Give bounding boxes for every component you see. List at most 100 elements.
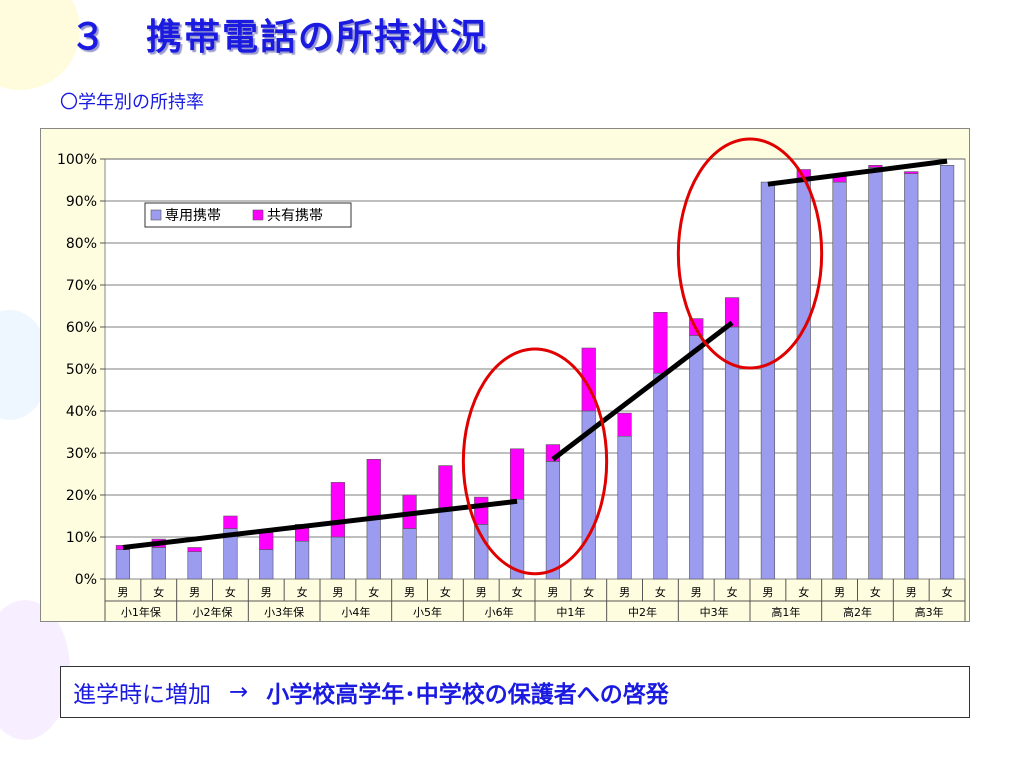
legend-label-dedicated: 専用携帯 [165, 208, 221, 224]
bar-dedicated [868, 167, 883, 580]
y-tick-label: 0% [75, 572, 97, 588]
bar-shared [868, 164, 883, 168]
arrow-icon: → [229, 679, 249, 705]
highlight-circle [461, 347, 609, 576]
group-label: 中1年 [556, 605, 585, 619]
x-tick-label: 女 [153, 585, 164, 599]
x-tick-label: 男 [189, 586, 200, 599]
x-tick-label: 女 [870, 585, 881, 599]
group-label: 小3年保 [264, 605, 304, 619]
bar-shared [474, 496, 489, 525]
x-tick-label: 女 [583, 585, 594, 599]
x-tick-label: 女 [655, 585, 666, 599]
message-lead: 進学時に増加 [73, 682, 211, 708]
bar-dedicated [939, 164, 955, 580]
bar-dedicated [760, 181, 776, 580]
bar-dedicated [904, 173, 919, 580]
x-tick-label: 女 [225, 585, 236, 599]
x-tick-label: 女 [512, 585, 523, 599]
x-tick-label: 男 [476, 586, 487, 599]
slide-title: ３ 携帯電話の所持状況 [70, 17, 489, 58]
trend-line [767, 158, 948, 187]
bar-dedicated [689, 335, 704, 580]
bar-shared [653, 312, 668, 374]
slide-subtitle: 〇学年別の所持率 [60, 92, 204, 113]
x-tick-label: 女 [798, 585, 809, 599]
group-label: 小2年保 [193, 605, 233, 619]
y-tick-label: 70% [66, 278, 97, 294]
bar-shared [330, 482, 346, 538]
bar-dedicated [294, 540, 310, 580]
y-tick-label: 10% [66, 530, 97, 546]
legend-box [144, 202, 352, 228]
bar-shared [223, 515, 238, 529]
legend-label-shared: 共有携帯 [267, 208, 323, 224]
group-label: 中2年 [628, 605, 657, 619]
bar-dedicated [330, 536, 346, 580]
x-tick-label: 男 [906, 586, 917, 599]
y-tick-label: 80% [66, 236, 97, 252]
ownership-chart: 0% 10% 20% 30% 40% 50% 60% 70% 80% 90% 100% 男 女 男 女 男 女 男… [57, 137, 966, 621]
x-tick-label: 男 [762, 586, 773, 599]
x-tick-label: 女 [942, 585, 953, 599]
bar-dedicated [151, 547, 166, 580]
bar-shared [509, 448, 525, 500]
chart-frame: 0% 10% 20% 30% 40% 50% 60% 70% 80% 90% 100% 男 女 男 女 男 女 男… [40, 128, 970, 622]
x-tick-label: 女 [368, 585, 379, 599]
x-tick-label: 男 [261, 586, 272, 599]
y-tick-label: 50% [66, 362, 97, 378]
bar-dedicated [438, 507, 453, 580]
bar-dedicated [366, 515, 381, 580]
bar-shared [187, 547, 202, 552]
x-tick-label: 男 [619, 586, 630, 599]
message-box: 進学時に増加 → 小学校高学年･中学校の保護者への啓発 [60, 666, 970, 718]
bar-shared [438, 465, 453, 508]
bar-dedicated [187, 551, 202, 580]
y-tick-label: 90% [66, 194, 97, 210]
y-tick-label: 40% [66, 404, 97, 420]
bar-shared [617, 412, 632, 437]
y-tick-label: 30% [66, 446, 97, 462]
x-tick-label: 男 [691, 586, 702, 599]
bar-dedicated [832, 181, 847, 580]
bar-shared [724, 297, 740, 328]
group-label: 高3年 [915, 605, 944, 619]
group-label: 高1年 [771, 605, 800, 619]
x-tick-label: 男 [834, 586, 845, 599]
bar-dedicated [259, 549, 274, 580]
trend-line [122, 498, 518, 550]
bar-shared [259, 532, 274, 550]
x-tick-label: 女 [440, 585, 451, 599]
bar-dedicated [796, 177, 811, 580]
message-emphasis: 小学校高学年･中学校の保護者への啓発 [266, 682, 669, 708]
group-label: 高2年 [843, 605, 872, 619]
bar-dedicated [653, 372, 668, 580]
bar-shared [366, 458, 381, 517]
bar-dedicated [617, 435, 632, 580]
group-label: 小5年 [413, 605, 442, 619]
x-tick-label: 女 [297, 585, 308, 599]
decor-bubble [0, 600, 70, 740]
legend-swatch-dedicated [150, 209, 162, 221]
y-tick-label: 60% [66, 320, 97, 336]
group-label: 小4年 [341, 605, 370, 619]
bar-dedicated [474, 524, 489, 580]
trend-line [551, 320, 734, 462]
highlight-circle [676, 137, 824, 370]
y-tick-label: 20% [66, 488, 97, 504]
group-label: 中3年 [700, 605, 729, 619]
y-tick-label: 100% [57, 152, 97, 168]
bar-dedicated [402, 528, 417, 580]
legend-swatch-shared [252, 209, 264, 221]
x-tick-label: 男 [547, 586, 558, 599]
bar-shared [904, 171, 919, 174]
bar-dedicated [545, 461, 561, 580]
x-tick-label: 男 [332, 586, 343, 599]
group-label: 小6年 [485, 605, 514, 619]
x-tick-label: 女 [727, 585, 738, 599]
x-tick-label: 男 [117, 586, 128, 599]
bar-dedicated [115, 549, 131, 580]
decor-bubble [0, 0, 80, 90]
x-tick-label: 男 [404, 586, 415, 599]
group-label: 小1年保 [121, 605, 161, 619]
